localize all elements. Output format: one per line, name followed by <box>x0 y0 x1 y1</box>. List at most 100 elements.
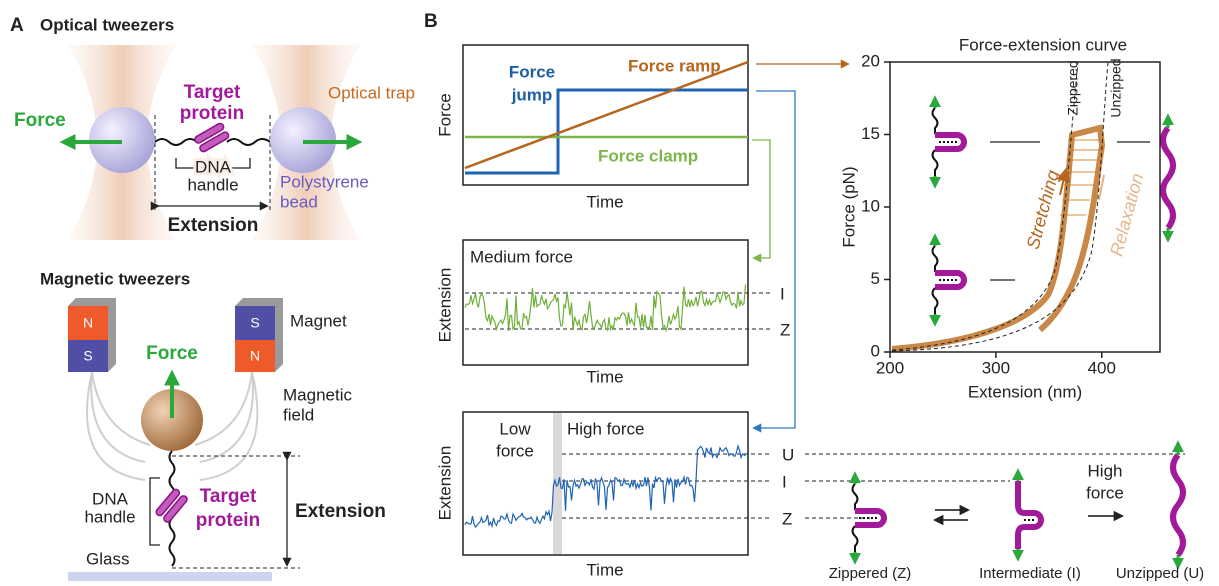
x-label: Time <box>586 192 623 211</box>
stretching-label: Stretching <box>1023 168 1063 251</box>
protein-label: Target <box>184 82 241 103</box>
pole-label: N <box>250 348 260 364</box>
trace <box>464 443 746 529</box>
glass-label: Glass <box>86 549 129 568</box>
level-label: Z <box>780 320 790 339</box>
y-tick-label: 0 <box>871 341 880 360</box>
field-label: Magnetic <box>283 385 352 404</box>
bead <box>141 389 203 451</box>
level-label: Z <box>782 509 792 528</box>
pole-label: N <box>83 315 93 331</box>
arrow <box>1056 167 1071 196</box>
state-icon <box>1163 118 1173 238</box>
bead-label: Polystyrene <box>280 172 369 191</box>
arrow <box>1098 174 1105 201</box>
y-label: Extension <box>435 268 454 343</box>
trap-label: Optical trap <box>328 83 415 102</box>
field-lines <box>86 371 259 481</box>
protein-label: Target <box>200 486 257 507</box>
panel-label: B <box>424 11 438 32</box>
trace <box>464 284 747 333</box>
x-label: Extension (nm) <box>968 382 1082 401</box>
jump-label: jump <box>511 85 553 104</box>
x-tick-label: 400 <box>1088 358 1116 377</box>
transition-band <box>553 413 562 554</box>
curve-label: Unzipped <box>1108 58 1124 117</box>
bracket <box>175 158 251 169</box>
level-label: I <box>782 472 787 491</box>
x-tick-label: 200 <box>876 358 904 377</box>
dna-label: DNA <box>92 489 129 508</box>
low-label: force <box>496 441 534 460</box>
dna-label: handle <box>187 175 238 194</box>
model-curve <box>891 61 1109 352</box>
model-curve <box>891 61 1079 351</box>
field-label: field <box>283 405 314 424</box>
level-label: U <box>782 445 794 464</box>
y-label: Force <box>435 93 454 136</box>
state-label: Intermediate (I) <box>979 565 1081 581</box>
dna-label: handle <box>84 507 135 526</box>
title: Optical tweezers <box>40 15 174 34</box>
relaxation-label: Relaxation <box>1106 171 1147 258</box>
state-label: Zippered (Z) <box>829 565 912 581</box>
panel-label: A <box>10 15 24 36</box>
magnet <box>68 298 116 372</box>
curve-label: Zippered <box>1065 60 1081 115</box>
protein-label: protein <box>196 510 260 531</box>
state-icon <box>933 100 965 184</box>
protein <box>155 488 188 523</box>
force-label: Force <box>14 110 66 131</box>
connector <box>752 139 771 263</box>
plot-frame <box>462 239 749 366</box>
plot-frame <box>462 411 749 556</box>
state-label: Unzipped (U) <box>1116 565 1204 581</box>
extension-label: Extension <box>295 501 386 522</box>
low-label: Low <box>499 419 531 438</box>
y-label: Extension <box>435 446 454 521</box>
clamp-label: Force clamp <box>598 146 698 165</box>
connector <box>752 90 796 433</box>
high-force-label: High <box>1088 461 1123 480</box>
jump-line <box>465 88 748 175</box>
ramp-line <box>464 60 749 170</box>
y-label: Force (pN) <box>839 166 858 247</box>
pole-label: S <box>250 315 259 331</box>
glass <box>68 572 272 581</box>
title: Magnetic tweezers <box>40 269 190 288</box>
magnet-label: Magnet <box>290 311 347 330</box>
pole-label: S <box>83 348 92 364</box>
y-tick-label: 10 <box>861 196 880 215</box>
extension-label: Extension <box>168 215 259 236</box>
force-label: Force <box>146 343 198 364</box>
state-icon <box>933 238 965 322</box>
high-force-label: force <box>1086 483 1124 502</box>
bracket <box>149 477 160 546</box>
magnet <box>235 298 283 372</box>
data-band <box>1060 139 1100 216</box>
ramp-label: Force ramp <box>628 56 721 75</box>
y-tick-label: 15 <box>861 124 880 143</box>
plot-title: Force-extension curve <box>959 35 1127 54</box>
plot-frame <box>462 44 749 186</box>
state-icon <box>1018 473 1041 557</box>
bead-label: bead <box>280 192 318 211</box>
y-tick-label: 5 <box>871 269 880 288</box>
level-label: I <box>780 284 785 303</box>
y-tick-label: 20 <box>861 51 880 70</box>
x-label: Time <box>586 367 623 386</box>
protein-label: protein <box>180 103 244 124</box>
high-label: High force <box>567 419 644 438</box>
dna <box>154 138 271 146</box>
state-icon <box>1173 445 1183 565</box>
plot-title: Medium force <box>470 247 573 266</box>
force-extension-plot: Force-extension curve Force (pN) Extensi… <box>839 35 1173 401</box>
dna-label: DNA <box>195 157 232 176</box>
data-band <box>891 124 1106 352</box>
protein <box>194 122 230 153</box>
x-label: Time <box>586 560 623 579</box>
jump-label: Force <box>509 62 555 81</box>
x-tick-label: 300 <box>982 358 1010 377</box>
